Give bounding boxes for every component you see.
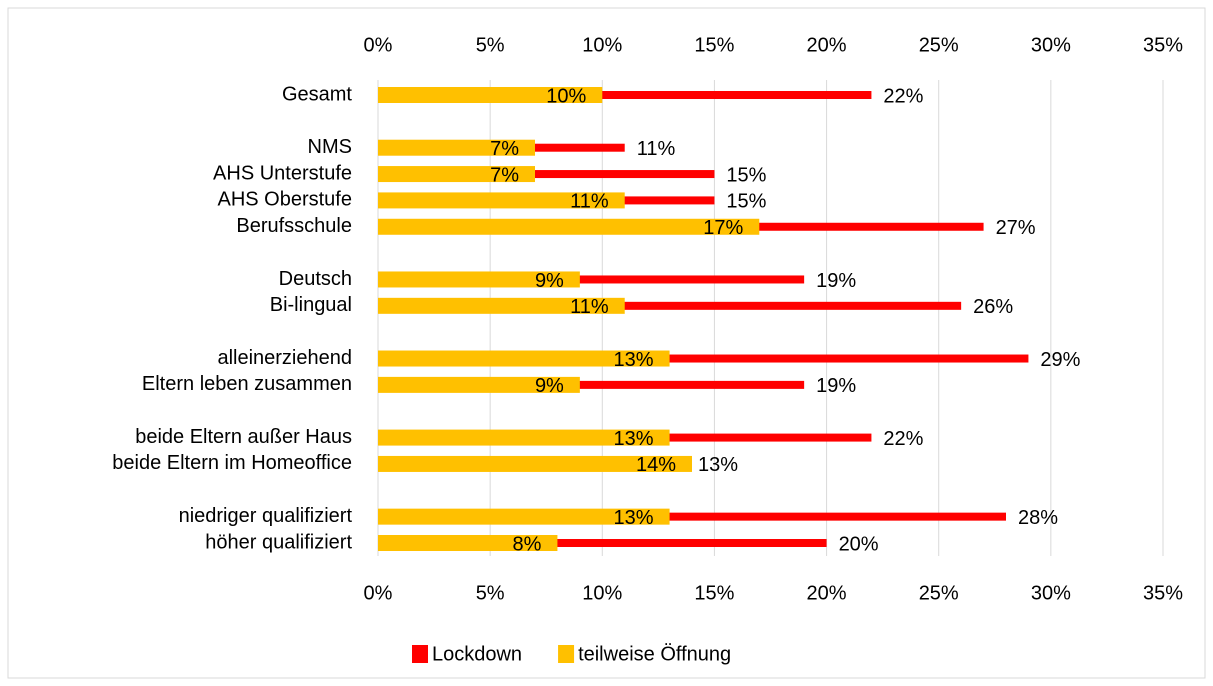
bar-teilweise [378, 192, 625, 209]
value-label: 11% [570, 296, 609, 318]
legend-label: Lockdown [432, 643, 522, 665]
bar-teilweise [378, 139, 535, 156]
bar-teilweise [378, 535, 558, 551]
y-tick-label: beide Eltern im Homeoffice [112, 452, 352, 474]
bar-lockdown [378, 91, 872, 99]
y-tick-label: Gesamt [282, 83, 352, 105]
bar-lockdown [378, 170, 715, 179]
x-tick-label-top: 5% [476, 34, 505, 56]
bar-teilweise [378, 508, 670, 525]
x-tick-label-bottom: 0% [364, 582, 393, 604]
x-tick-label-bottom: 25% [919, 582, 959, 604]
y-tick-label: beide Eltern außer Haus [135, 426, 352, 448]
y-tick-label: niedriger qualifiziert [179, 505, 353, 527]
y-tick-label: höher qualifiziert [205, 531, 352, 553]
y-tick-label: Berufsschule [236, 215, 352, 237]
value-label: 13% [614, 428, 654, 450]
y-tick-label: AHS Oberstufe [217, 189, 352, 211]
bar-teilweise [378, 271, 580, 288]
x-tick-label-top: 15% [694, 34, 734, 56]
value-label: 11% [637, 138, 676, 160]
x-tick-label-top: 30% [1031, 34, 1071, 56]
x-tick-label-bottom: 20% [807, 582, 847, 604]
bar-teilweise [378, 87, 603, 103]
value-label: 8% [513, 533, 542, 555]
value-label: 9% [535, 270, 564, 292]
y-tick-label: Eltern leben zusammen [142, 373, 352, 395]
bar-lockdown [378, 512, 1006, 521]
value-label: 28% [1018, 507, 1058, 529]
value-label: 13% [614, 507, 654, 529]
value-label: 13% [698, 454, 738, 476]
value-label: 11% [570, 191, 609, 213]
x-tick-label-bottom: 35% [1143, 582, 1183, 604]
value-label: 15% [726, 164, 766, 186]
value-label: 15% [726, 191, 766, 213]
legend-swatch [558, 645, 575, 663]
x-tick-label-top: 10% [582, 34, 622, 56]
x-tick-label-top: 35% [1143, 34, 1183, 56]
legend-swatch [412, 645, 428, 663]
x-tick-label-bottom: 15% [694, 582, 734, 604]
bar-teilweise [378, 350, 670, 367]
value-label: 29% [1040, 349, 1080, 371]
value-label: 19% [816, 375, 856, 397]
bar-lockdown [378, 354, 1029, 363]
y-tick-label: Bi-lingual [270, 294, 352, 316]
y-tick-label: NMS [308, 136, 352, 158]
value-label: 7% [490, 138, 519, 160]
x-tick-label-top: 20% [807, 34, 847, 56]
value-label: 27% [996, 217, 1036, 239]
y-tick-label: Deutsch [279, 268, 352, 290]
chart-border [7, 7, 1206, 679]
bar-lockdown [378, 539, 827, 547]
value-label: 19% [816, 270, 856, 292]
y-tick-label: AHS Unterstufe [213, 162, 352, 184]
bar-teilweise [378, 429, 670, 446]
bar-teilweise [378, 166, 535, 183]
x-tick-label-bottom: 30% [1031, 582, 1071, 604]
value-label: 9% [535, 375, 564, 397]
value-label: 26% [973, 296, 1013, 318]
bar-lockdown [378, 380, 805, 389]
bar-lockdown [378, 275, 805, 284]
bar-teilweise [378, 297, 625, 314]
bar-lockdown [378, 301, 962, 310]
value-label: 7% [490, 164, 519, 186]
value-label: 13% [614, 349, 654, 371]
value-label: 22% [883, 428, 923, 450]
x-tick-label-bottom: 5% [476, 582, 505, 604]
x-tick-label-top: 25% [919, 34, 959, 56]
legend-label: teilweise Öffnung [578, 643, 731, 665]
x-tick-label-bottom: 10% [582, 582, 622, 604]
value-label: 17% [703, 217, 743, 239]
value-label: 22% [883, 85, 923, 107]
bar-teilweise [378, 455, 692, 472]
value-label: 10% [546, 85, 586, 107]
bar-teilweise [378, 218, 760, 235]
value-label: 20% [839, 533, 879, 555]
bar-teilweise [378, 376, 580, 393]
value-label: 14% [636, 454, 676, 476]
x-tick-label-top: 0% [364, 34, 393, 56]
y-tick-label: alleinerziehend [217, 347, 352, 369]
